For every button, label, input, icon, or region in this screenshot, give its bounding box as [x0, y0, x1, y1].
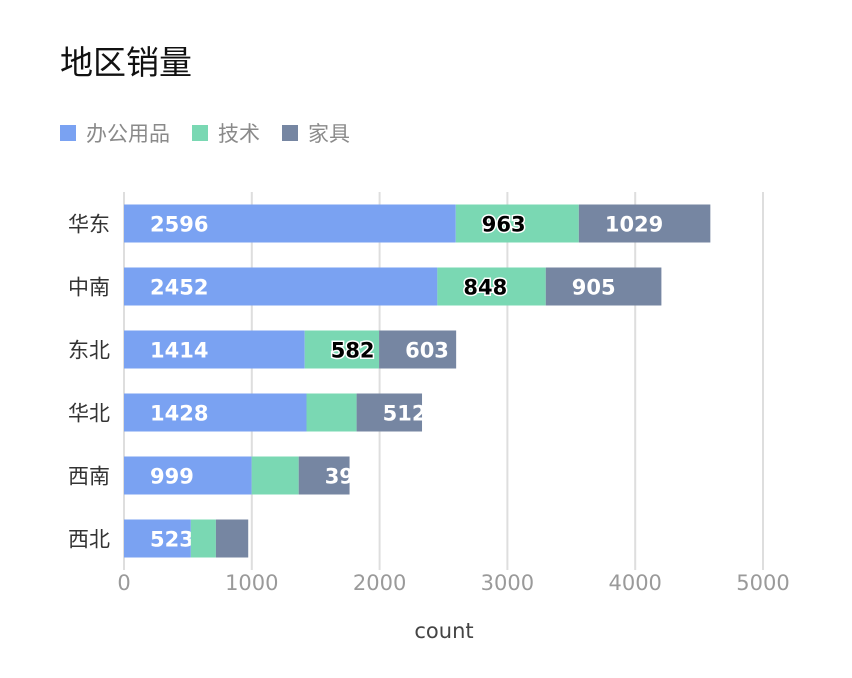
bar-data-label: 2596: [150, 213, 208, 237]
legend-swatch-office: [60, 125, 76, 141]
bar-segment[interactable]: [124, 456, 252, 495]
category-label: 西南: [68, 465, 110, 489]
bar-segment[interactable]: [437, 267, 546, 306]
category-label: 华北: [68, 402, 110, 426]
bar-data-label: 582: [331, 339, 375, 363]
bar-data-label: 523: [150, 528, 194, 552]
bar-segment[interactable]: [379, 330, 457, 369]
category-label: 华东: [68, 213, 110, 237]
bars: 2596 963 1029 2452 848 905 1414 582 603 1428 512 99…: [124, 204, 711, 558]
legend-label-furniture: 家具: [308, 122, 350, 146]
bar-segment[interactable]: [124, 393, 307, 432]
bar-data-label: 603: [405, 339, 449, 363]
bar-data-label: 1414: [150, 339, 208, 363]
category-label: 东北: [68, 339, 110, 363]
bar-data-label: 1029: [605, 213, 663, 237]
bar-data-label: 905: [572, 276, 616, 300]
bar-segment[interactable]: [124, 267, 438, 306]
bar-segment[interactable]: [190, 519, 216, 558]
x-tick-label: 0: [117, 571, 130, 595]
bar-segment[interactable]: [578, 204, 711, 243]
bar-segment[interactable]: [298, 456, 350, 495]
x-tick-label: 3000: [481, 571, 534, 595]
legend-swatch-furniture: [282, 125, 298, 141]
legend-item-furniture[interactable]: 家具: [282, 118, 350, 148]
bar-data-label: 848: [463, 276, 507, 300]
bar-data-label: 963: [482, 213, 526, 237]
bar-segment[interactable]: [251, 456, 299, 495]
bar-data-label: 512: [383, 402, 427, 426]
chart-title: 地区销量: [60, 43, 192, 82]
bar-segment[interactable]: [306, 393, 357, 432]
bar-segment[interactable]: [304, 330, 380, 369]
x-tick-label: 1000: [225, 571, 278, 595]
x-axis-title: count: [414, 619, 473, 643]
bar-data-label: 2452: [150, 276, 208, 300]
bar-segment[interactable]: [356, 393, 423, 432]
bar-data-label: 999: [150, 465, 194, 489]
category-label: 中南: [68, 276, 110, 300]
legend: 办公用品 技术 家具: [60, 118, 350, 148]
bar-segment[interactable]: [545, 267, 662, 306]
bar-segment[interactable]: [215, 519, 249, 558]
category-label: 西北: [68, 528, 110, 552]
bar-segment[interactable]: [455, 204, 579, 243]
bar-data-label: 398: [325, 465, 369, 489]
legend-label-office: 办公用品: [86, 122, 170, 146]
legend-item-office[interactable]: 办公用品: [60, 118, 170, 148]
bar-segment[interactable]: [124, 330, 305, 369]
bar-segment[interactable]: [124, 204, 456, 243]
x-tick-label: 4000: [608, 571, 661, 595]
legend-swatch-tech: [192, 125, 208, 141]
x-tick-labels: 0 1000 2000 3000 4000 5000: [117, 571, 789, 595]
x-tick-label: 5000: [736, 571, 789, 595]
legend-label-tech: 技术: [218, 122, 260, 146]
bar-data-label: 1428: [150, 402, 208, 426]
bar-segment[interactable]: [124, 519, 191, 558]
legend-item-tech[interactable]: 技术: [192, 118, 260, 148]
grid-lines: [123, 192, 764, 570]
x-tick-label: 2000: [353, 571, 406, 595]
